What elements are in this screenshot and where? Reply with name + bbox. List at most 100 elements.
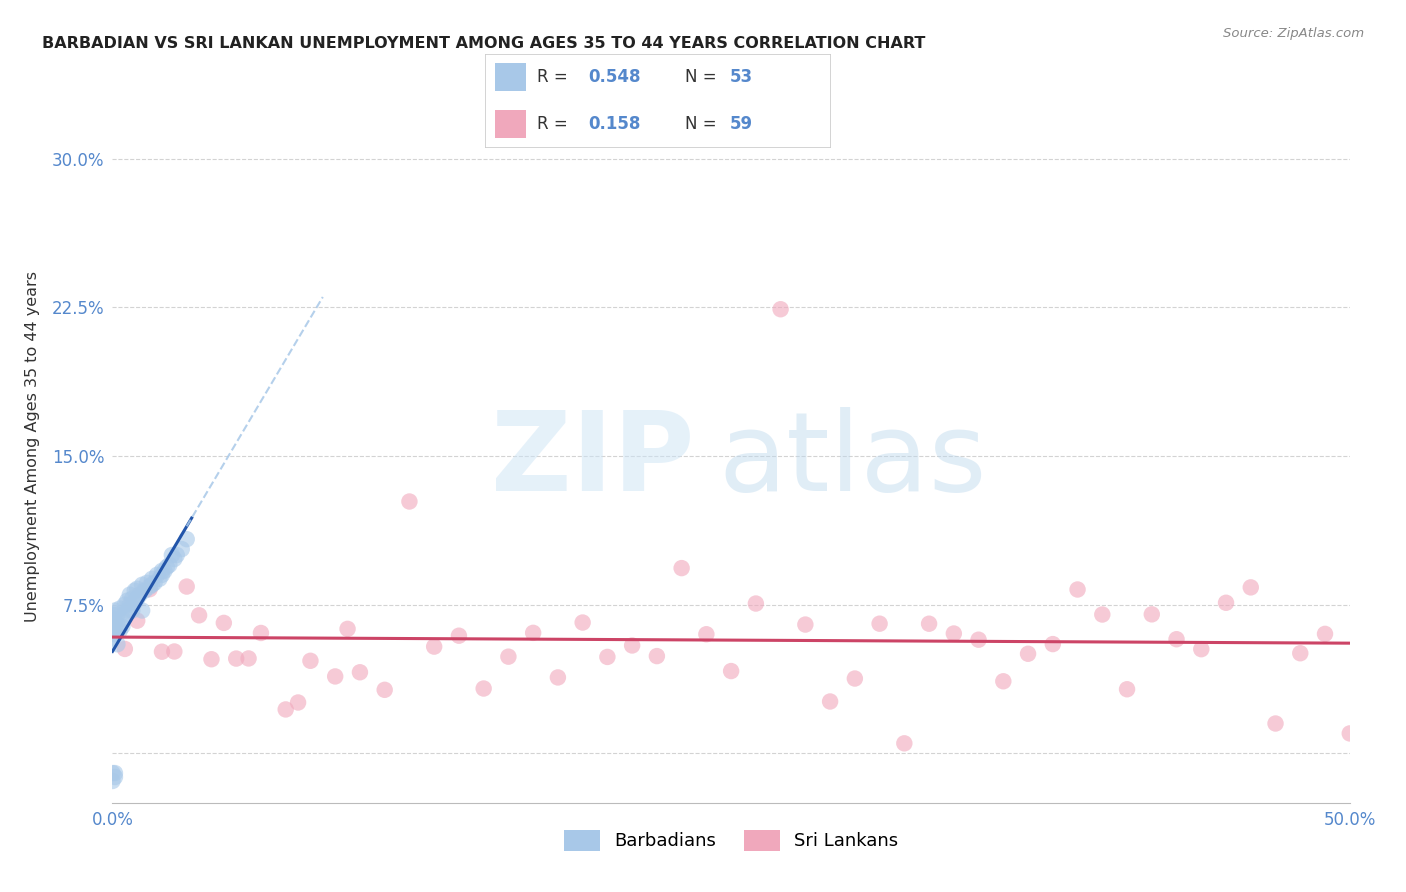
Point	[138, 582, 160, 597]
Point	[522, 625, 544, 640]
Text: 59: 59	[730, 115, 752, 133]
Point	[104, 770, 127, 784]
Text: N =: N =	[685, 115, 721, 133]
Point	[150, 567, 173, 582]
Point	[176, 580, 198, 594]
Point	[136, 575, 159, 590]
Text: N =: N =	[685, 68, 721, 86]
Point	[131, 603, 153, 617]
Point	[1289, 646, 1312, 660]
Point	[107, 637, 129, 651]
Point	[769, 302, 792, 317]
Point	[104, 603, 127, 617]
Point	[146, 567, 169, 582]
Point	[134, 583, 156, 598]
Point	[163, 644, 186, 658]
Point	[1166, 632, 1188, 647]
Point	[127, 591, 149, 606]
Point	[114, 642, 136, 657]
Point	[423, 640, 446, 654]
Point	[336, 622, 359, 636]
Point	[104, 621, 127, 635]
Point	[143, 575, 166, 590]
Point	[918, 616, 941, 631]
Point	[1189, 642, 1212, 657]
Point	[121, 603, 143, 617]
Point	[121, 591, 143, 606]
Y-axis label: Unemployment Among Ages 35 to 44 years: Unemployment Among Ages 35 to 44 years	[25, 270, 41, 622]
Point	[127, 614, 149, 628]
Point	[114, 607, 136, 622]
Point	[818, 694, 841, 708]
Point	[472, 681, 495, 696]
Text: 53: 53	[730, 68, 752, 86]
Point	[188, 608, 211, 623]
Point	[1066, 582, 1088, 597]
Point	[547, 670, 569, 684]
Point	[596, 649, 619, 664]
Point	[1215, 596, 1237, 610]
Text: Source: ZipAtlas.com: Source: ZipAtlas.com	[1223, 27, 1364, 40]
FancyBboxPatch shape	[495, 63, 526, 91]
Point	[374, 682, 396, 697]
Point	[967, 632, 990, 647]
Point	[745, 597, 768, 611]
Point	[225, 651, 247, 665]
Point	[157, 558, 180, 572]
Point	[844, 672, 866, 686]
Point	[117, 593, 139, 607]
Point	[117, 603, 139, 617]
Point	[176, 532, 198, 546]
Point	[104, 614, 127, 628]
FancyBboxPatch shape	[495, 110, 526, 138]
Point	[163, 552, 186, 566]
Point	[107, 617, 129, 632]
Point	[118, 588, 141, 602]
Point	[1313, 627, 1336, 641]
Point	[150, 645, 173, 659]
Point	[299, 654, 322, 668]
Point	[287, 696, 309, 710]
Point	[250, 626, 273, 640]
Point	[671, 561, 693, 575]
Point	[1140, 607, 1163, 622]
Point	[160, 548, 183, 562]
Point	[571, 615, 593, 630]
Point	[124, 596, 146, 610]
Point	[104, 766, 127, 780]
Point	[101, 611, 124, 625]
Point	[118, 598, 141, 612]
Point	[170, 542, 193, 557]
Point	[127, 582, 149, 596]
Point	[107, 607, 129, 622]
Text: 0.158: 0.158	[588, 115, 641, 133]
Point	[212, 615, 235, 630]
Point	[101, 624, 124, 638]
Point	[101, 774, 124, 789]
Point	[156, 560, 179, 574]
Point	[200, 652, 222, 666]
Point	[101, 617, 124, 632]
Point	[101, 607, 124, 622]
Point	[1339, 726, 1361, 740]
Point	[645, 649, 668, 664]
Point	[148, 572, 170, 586]
Point	[274, 702, 297, 716]
Point	[942, 626, 965, 640]
Point	[1042, 637, 1064, 651]
Point	[104, 627, 127, 641]
Point	[621, 639, 644, 653]
Point	[153, 564, 176, 578]
Point	[993, 674, 1015, 689]
Legend: Barbadians, Sri Lankans: Barbadians, Sri Lankans	[557, 822, 905, 858]
Point	[794, 617, 817, 632]
Text: 0.548: 0.548	[588, 68, 641, 86]
Point	[128, 588, 150, 602]
Point	[114, 598, 136, 612]
Point	[141, 572, 163, 586]
Text: R =: R =	[537, 115, 572, 133]
Point	[166, 548, 188, 562]
Point	[124, 583, 146, 598]
Point	[323, 669, 346, 683]
Point	[111, 611, 134, 625]
